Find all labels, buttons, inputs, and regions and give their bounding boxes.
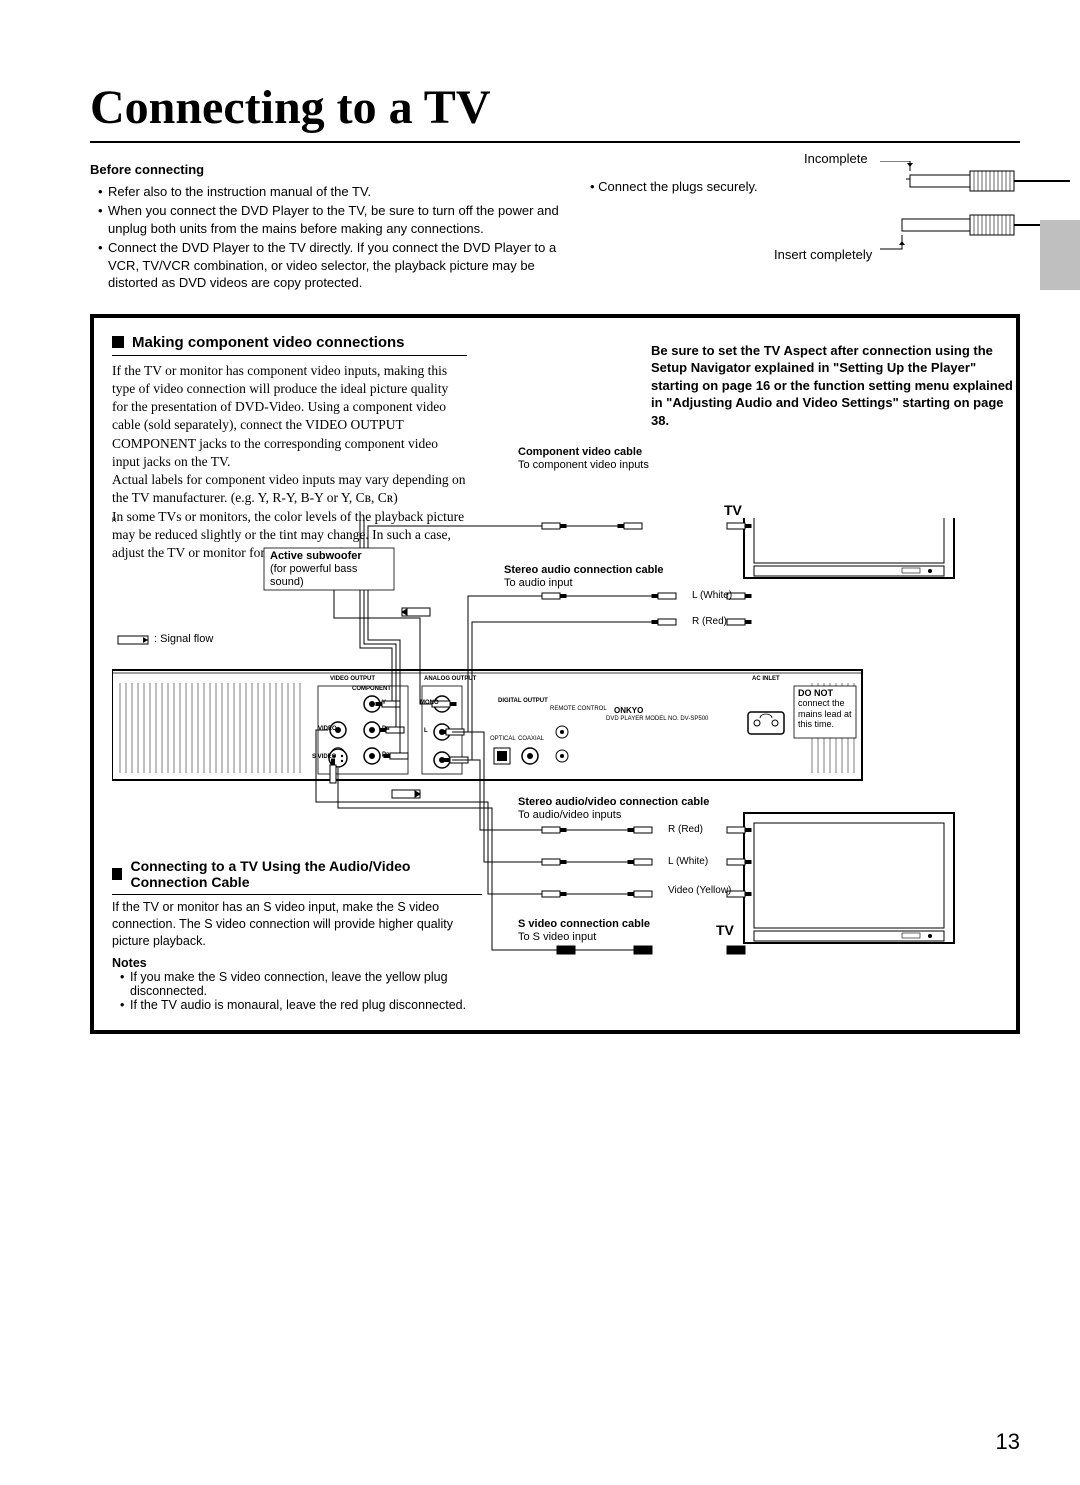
model-text: DVD PLAYER MODEL NO. DV-SP500 [606, 716, 708, 723]
donot-box: DO NOT connect the mains lead at this ti… [798, 688, 854, 729]
main-box: Making component video connections If th… [90, 314, 1020, 1034]
section2: Connecting to a TV Using the Audio/Video… [112, 858, 482, 1012]
brand-text: ONKYO [614, 706, 643, 716]
video-output-text: VIDEO OUTPUT [330, 676, 375, 683]
stereo-av-label: Stereo audio/video connection cableTo au… [518, 796, 709, 822]
page-number: 13 [996, 1429, 1020, 1455]
before-heading: Before connecting [90, 161, 570, 179]
notes-heading: Notes [112, 956, 482, 970]
signal-flow-label: : Signal flow [154, 633, 213, 646]
r-red-bot: R (Red) [668, 824, 703, 836]
remote-text: REMOTE CONTROL [550, 706, 607, 713]
bullet-square-icon [112, 336, 124, 348]
incomplete-label: Incomplete [804, 151, 868, 166]
before-connecting: Before connecting Refer also to the inst… [90, 161, 570, 294]
active-sub-label: Active subwoofer(for powerful bass sound… [270, 550, 390, 590]
component-para: Actual labels for component video inputs… [112, 471, 467, 507]
pb-text: Pʙ [382, 726, 390, 733]
analog-output-text: ANALOG OUTPUT [424, 676, 476, 683]
l-white-top: L (White) [692, 590, 732, 602]
r-red-top: R (Red) [692, 616, 727, 628]
note-item: If the TV audio is monaural, leave the r… [120, 998, 482, 1012]
ac-inlet-text: AC INLET [752, 676, 780, 683]
y-text: Y [382, 700, 386, 707]
sidebar-tab [1040, 220, 1080, 290]
coaxial-text: COAXIAL [518, 736, 544, 743]
video-yellow: Video (Yellow) [668, 886, 731, 897]
pr-text: Pʀ [382, 752, 390, 759]
section2-text: If the TV or monitor has an S video inpu… [112, 899, 482, 950]
stereo-audio-label: Stereo audio connection cableTo audio in… [504, 564, 664, 590]
optical-text: OPTICAL [490, 736, 516, 743]
l-white-bot: L (White) [668, 856, 708, 868]
digital-output-text: DIGITAL OUTPUT [498, 698, 548, 705]
intro-row: Before connecting Refer also to the inst… [90, 161, 1020, 294]
page-title: Connecting to a TV [90, 80, 1020, 143]
r-text: R [112, 518, 116, 525]
l-text: L [424, 728, 428, 735]
bullet-square-icon [112, 868, 122, 880]
section2-heading: Connecting to a TV Using the Audio/Video… [112, 858, 482, 895]
svideo-text: S VIDEO [312, 754, 336, 761]
plug-diagram: Incomplete Insert completely [810, 161, 1070, 294]
tv-top-label: TV [724, 502, 742, 519]
before-item: Refer also to the instruction manual of … [98, 183, 570, 201]
component-text: COMPONENT [352, 686, 391, 693]
note-item: If you make the S video connection, leav… [120, 970, 482, 998]
before-item: Connect the DVD Player to the TV directl… [98, 239, 570, 292]
tv-aspect-warning: Be sure to set the TV Aspect after conne… [651, 342, 1016, 430]
component-para: If the TV or monitor has component video… [112, 362, 467, 471]
tv-bot-label: TV [716, 922, 734, 939]
mono-text: MONO [420, 700, 439, 707]
video-text: VIDEO [318, 726, 337, 733]
before-item: When you connect the DVD Player to the T… [98, 202, 570, 237]
section1-heading-text: Making component video connections [132, 334, 405, 351]
component-cable-label: Component video cableTo component video … [518, 446, 649, 472]
section1-heading: Making component video connections [112, 334, 467, 356]
insert-completely-label: Insert completely [774, 247, 872, 262]
section2-heading-text: Connecting to a TV Using the Audio/Video… [130, 858, 482, 890]
connect-plugs: • Connect the plugs securely. [590, 161, 790, 294]
s-video-label: S video connection cableTo S video input [518, 918, 650, 944]
